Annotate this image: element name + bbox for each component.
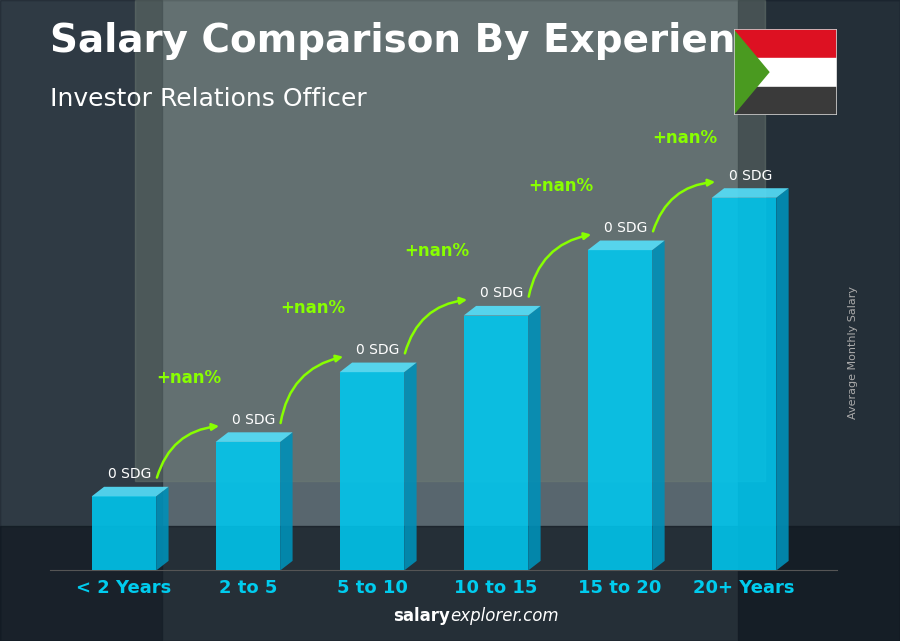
Polygon shape xyxy=(528,306,541,570)
Polygon shape xyxy=(712,188,788,198)
Text: 0 SDG: 0 SDG xyxy=(605,221,648,235)
Text: 0 SDG: 0 SDG xyxy=(728,169,772,183)
Polygon shape xyxy=(776,188,788,570)
Text: +nan%: +nan% xyxy=(404,242,470,260)
Bar xyxy=(216,442,280,570)
Bar xyxy=(92,496,157,570)
Polygon shape xyxy=(280,432,292,570)
Polygon shape xyxy=(92,487,168,496)
Text: +nan%: +nan% xyxy=(528,177,594,195)
Polygon shape xyxy=(339,363,417,372)
Bar xyxy=(734,87,837,115)
Text: +nan%: +nan% xyxy=(281,299,346,317)
Bar xyxy=(588,250,652,570)
Text: 0 SDG: 0 SDG xyxy=(108,467,152,481)
Text: Salary Comparison By Experience: Salary Comparison By Experience xyxy=(50,22,784,60)
Text: 0 SDG: 0 SDG xyxy=(232,413,275,427)
Text: salary: salary xyxy=(393,607,450,625)
Polygon shape xyxy=(652,240,664,570)
Polygon shape xyxy=(464,306,541,315)
Bar xyxy=(135,0,765,481)
Bar xyxy=(0,526,900,641)
Text: +nan%: +nan% xyxy=(157,369,221,387)
Bar xyxy=(712,198,776,570)
Text: Average Monthly Salary: Average Monthly Salary xyxy=(848,286,858,419)
Bar xyxy=(738,0,900,641)
Polygon shape xyxy=(734,29,770,115)
Polygon shape xyxy=(216,432,292,442)
Polygon shape xyxy=(404,363,417,570)
Bar xyxy=(734,58,837,87)
Text: +nan%: +nan% xyxy=(652,129,717,147)
Polygon shape xyxy=(588,240,664,250)
Polygon shape xyxy=(157,487,168,570)
Text: 0 SDG: 0 SDG xyxy=(356,343,400,357)
Bar xyxy=(0,0,162,641)
Text: 0 SDG: 0 SDG xyxy=(481,287,524,300)
Text: Investor Relations Officer: Investor Relations Officer xyxy=(50,87,366,110)
Bar xyxy=(339,372,404,570)
Bar xyxy=(734,29,837,58)
Text: explorer.com: explorer.com xyxy=(450,607,559,625)
Bar xyxy=(464,315,528,570)
